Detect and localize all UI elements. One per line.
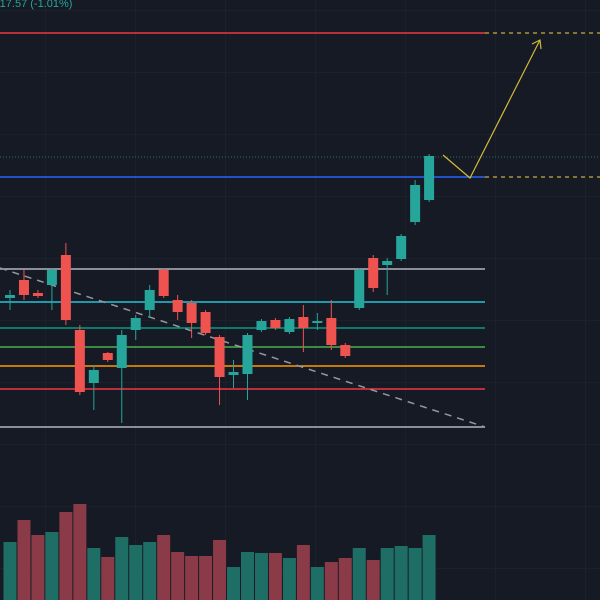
candle-body [74,330,85,392]
volume-bar [213,540,227,600]
candle-body [88,370,99,383]
candle-body [18,280,29,295]
volume-bar [199,556,213,600]
candle-body [32,293,43,296]
volume-bar [282,558,296,600]
candle-body [312,321,323,323]
candle-body [298,317,309,328]
candle-body [228,372,239,375]
candle-body [46,270,57,285]
volume-bar [408,548,422,600]
volume-bar [338,558,352,600]
candle-body [242,335,253,374]
volume-bar [296,545,310,600]
volume-bar [3,542,17,600]
candle-body [354,270,365,308]
volume-bar [31,535,45,600]
volume-bar [171,552,185,600]
candle-body [270,320,281,328]
volume-bar [143,542,157,600]
candle-body [256,321,267,330]
candle-body [382,261,393,265]
volume-bar [59,512,73,600]
candle-body [102,353,113,360]
candle-body [410,185,421,222]
volume-bar [240,552,254,600]
volume-bar [366,560,380,600]
arrow-head [531,39,542,50]
candle-body [60,255,71,320]
candle-body [396,236,407,259]
volume-bar [254,553,268,600]
candle-body [214,337,225,377]
volume-bar [324,562,338,600]
volume-bar [380,548,394,600]
volume-bar [268,553,282,600]
candle-body [368,258,379,288]
volume-bar [157,535,171,600]
volume-bar [185,556,199,600]
volume-bar [101,557,115,600]
volume-bar [115,537,129,600]
candle-body [326,318,337,345]
candle-body [144,290,155,310]
candle-body [116,335,127,368]
volume-bar [73,504,87,600]
volume-bar [87,548,101,600]
volume-bar [352,548,366,600]
volume-bar [45,532,59,600]
candle-body [200,312,211,333]
change-label: -17.57 (-1.01%) [0,0,72,10]
volume-bar [17,520,31,600]
candle-body [284,319,295,332]
volume-bar [422,535,436,600]
volume-bar [394,546,408,600]
volume-bar [129,545,143,600]
projection-path [442,39,541,179]
volume-bar [310,567,324,600]
candle-body [340,345,351,356]
volume-bar [227,567,241,600]
candle-body [130,318,141,330]
candle-body [186,303,197,323]
candle-body [158,270,169,296]
candle-body [172,300,183,312]
candle-body [5,295,15,298]
candle-body [424,156,435,200]
